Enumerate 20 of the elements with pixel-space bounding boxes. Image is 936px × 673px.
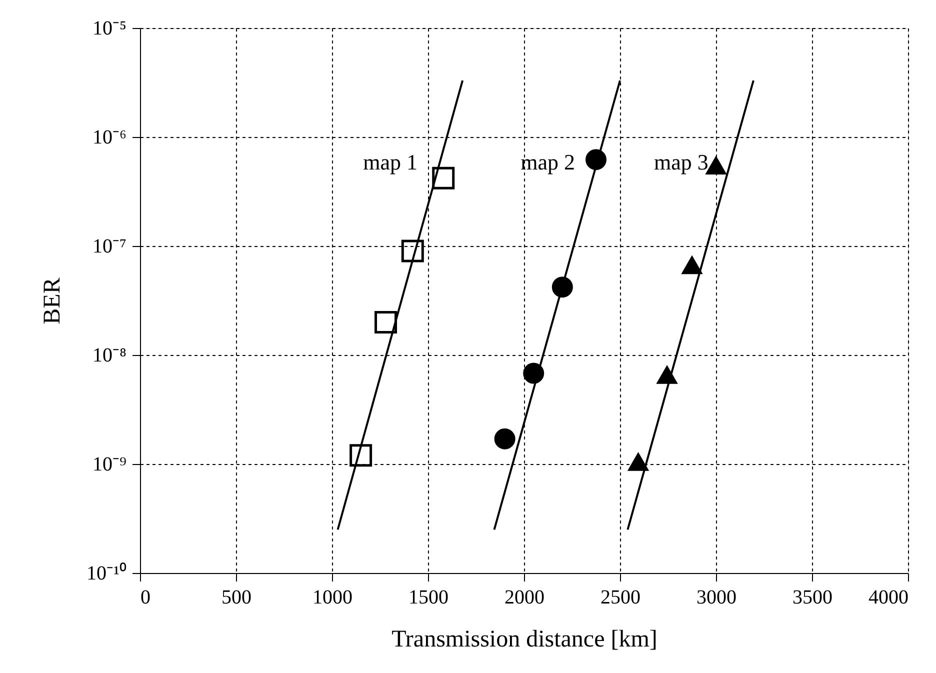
x-tick-label: 3000 (696, 586, 736, 608)
x-tick-label: 0 (140, 586, 150, 608)
y-tick-label: 10⁻⁹ (92, 454, 127, 476)
x-tick-label: 2500 (600, 586, 640, 608)
x-tick-label: 4000 (868, 586, 908, 608)
y-axis-title: BER (40, 278, 66, 324)
x-tick-label: 3500 (792, 586, 832, 608)
series-label: map 3 (654, 149, 708, 174)
y-tick-label: 10⁻¹⁰ (86, 562, 126, 584)
x-tick-label: 1000 (312, 586, 352, 608)
y-tick-label: 10⁻⁵ (92, 18, 126, 40)
x-tick-label: 500 (222, 586, 252, 608)
y-tick-label: 10⁻⁸ (92, 344, 127, 366)
series-label: map 2 (520, 149, 575, 174)
x-tick-label: 2000 (504, 586, 544, 608)
y-tick-label: 10⁻⁶ (92, 126, 127, 148)
y-tick-label: 10⁻⁷ (92, 236, 127, 258)
x-tick-label: 1500 (408, 586, 448, 608)
x-axis-title: Transmission distance [km] (392, 626, 658, 652)
series-label: map 1 (363, 149, 418, 174)
